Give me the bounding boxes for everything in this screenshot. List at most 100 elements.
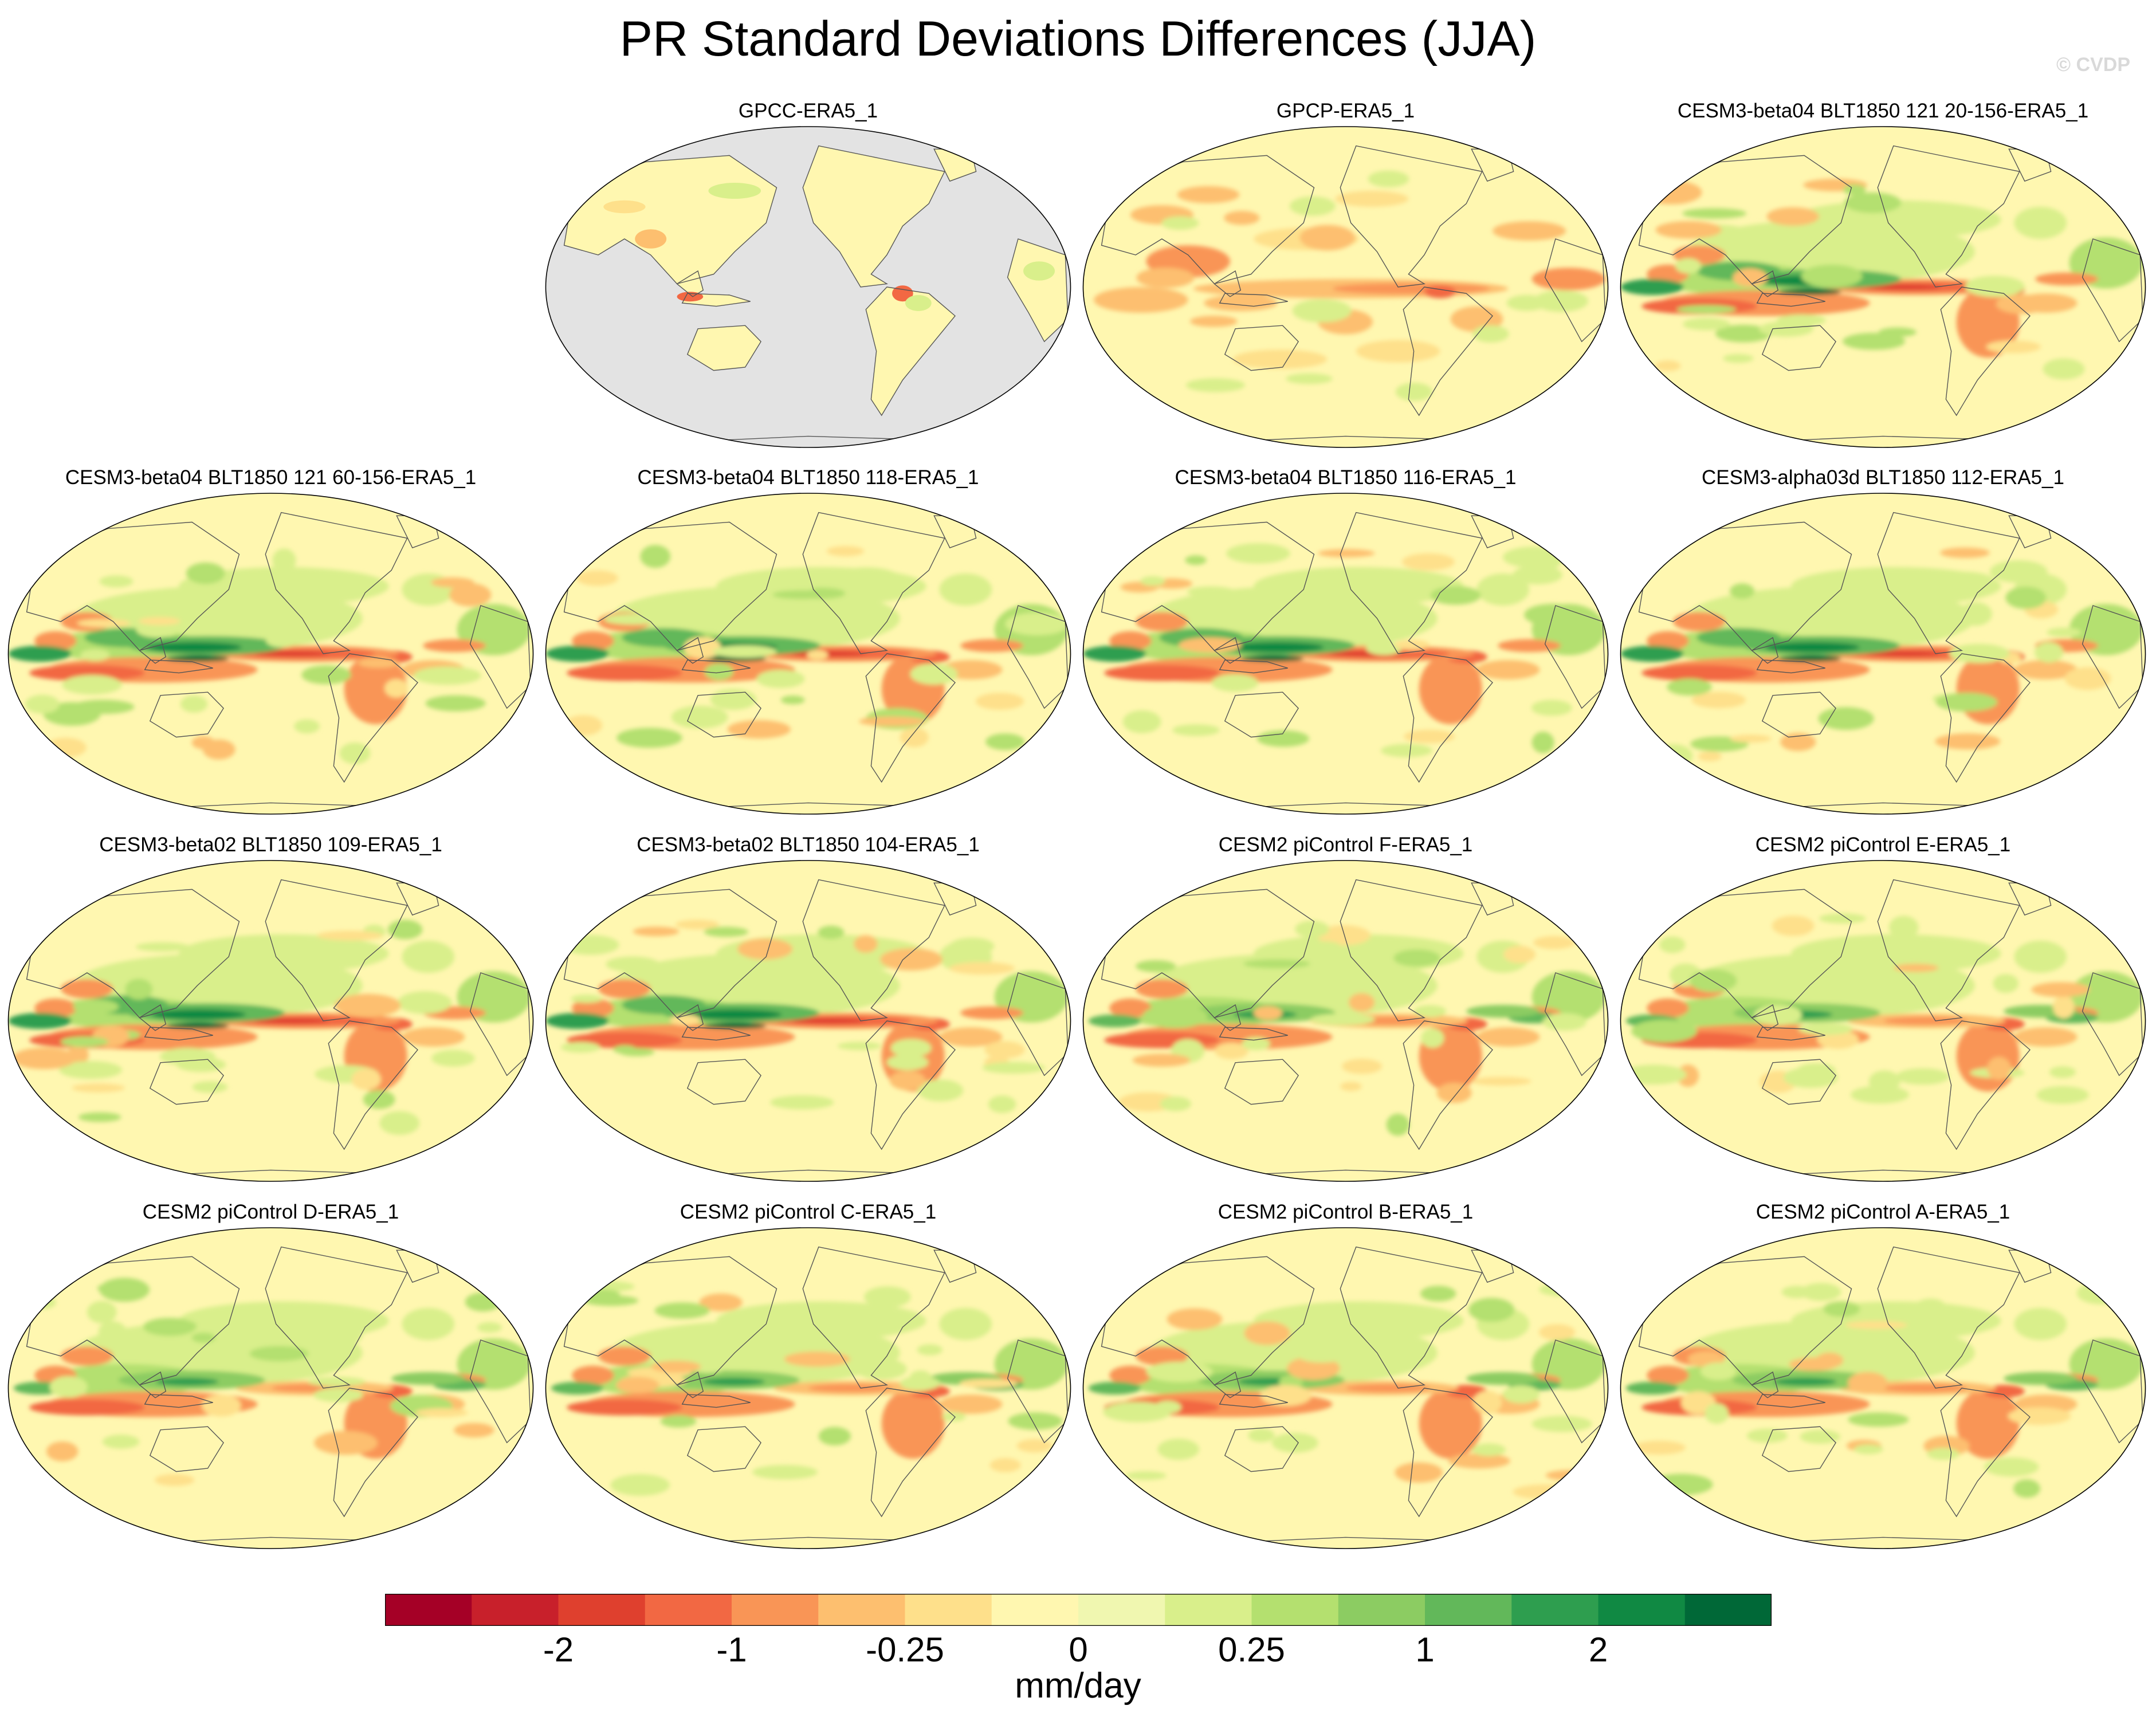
field-blob	[784, 1351, 850, 1367]
field-blob	[1845, 1321, 1908, 1329]
field-blob	[1533, 936, 1576, 949]
field-blob	[752, 1465, 818, 1480]
field-blob	[249, 1346, 309, 1362]
field-blob	[622, 628, 706, 647]
field-blob	[890, 1039, 932, 1058]
field-blob	[900, 727, 929, 748]
field-blob	[1675, 258, 1702, 274]
field-blob	[939, 1308, 992, 1340]
field-blob	[1641, 665, 1757, 681]
field-blob	[160, 1047, 215, 1066]
field-blob	[1797, 1063, 1836, 1078]
field-blob	[1419, 654, 1482, 725]
panel-title: CESM3-beta02 BLT1850 109-ERA5_1	[99, 834, 442, 856]
field-blob	[2005, 586, 2047, 609]
field-blob	[1655, 360, 1681, 371]
field-blob	[62, 675, 122, 695]
field-blob	[1466, 1005, 1540, 1018]
field-blob	[1620, 646, 1684, 662]
map-field	[545, 512, 1069, 808]
field-blob	[1476, 1027, 1540, 1047]
field-blob	[699, 1293, 743, 1311]
field-blob	[1384, 1345, 1412, 1364]
field-blob	[1683, 317, 1730, 331]
field-blob	[2013, 1479, 2040, 1498]
field-blob	[892, 285, 913, 302]
field-blob	[465, 1292, 501, 1312]
field-blob	[1332, 283, 1490, 294]
field-blob	[351, 1068, 381, 1090]
coastline	[1761, 1426, 1836, 1472]
field-blob	[975, 693, 1024, 710]
field-blob	[218, 1363, 276, 1373]
field-blob	[1503, 547, 1566, 568]
field-blob	[905, 295, 932, 311]
field-blob	[1659, 936, 1686, 953]
field-blob	[708, 183, 761, 199]
field-blob	[1531, 268, 1605, 290]
field-blob	[1226, 543, 1290, 564]
map-svg	[545, 1227, 1071, 1549]
field-blob	[1083, 646, 1146, 662]
field-blob	[1673, 612, 1726, 631]
field-blob	[384, 679, 409, 698]
field-blob	[1395, 639, 1430, 650]
field-blob	[1346, 1384, 1430, 1392]
field-blob	[687, 1009, 782, 1020]
field-blob	[2014, 207, 2067, 239]
field-blob	[1770, 591, 1822, 602]
field-blob	[1381, 744, 1432, 757]
field-blob	[1773, 1377, 1837, 1386]
coastline	[802, 145, 945, 288]
field-blob	[792, 1018, 866, 1024]
field-blob	[1430, 586, 1481, 605]
coastline	[1214, 636, 1242, 664]
field-blob	[1524, 603, 1581, 626]
field-blob	[415, 1408, 468, 1417]
coastline	[149, 1426, 224, 1472]
map-border	[1620, 126, 2146, 448]
field-blob	[1136, 268, 1195, 288]
field-blob	[1632, 1440, 1686, 1455]
panel-title: CESM2 piControl D-ERA5_1	[142, 1201, 399, 1223]
field-blob	[1317, 925, 1371, 946]
field-blob	[1927, 1448, 1959, 1460]
coastline	[1340, 512, 1483, 654]
panel-title: CESM3-beta04 BLT1850 118-ERA5_1	[637, 466, 979, 489]
field-blob	[8, 646, 72, 662]
colorbar-swatch	[1511, 1594, 1599, 1626]
field-blob	[716, 1301, 926, 1340]
field-blob	[651, 1361, 701, 1373]
field-blob	[1016, 1439, 1053, 1453]
field-blob	[1167, 1308, 1223, 1330]
field-blob	[1476, 573, 1530, 606]
map-panel: CESM2 piControl B-ERA5_1	[1078, 1200, 1613, 1555]
field-blob	[1502, 1385, 1540, 1404]
field-blob	[1896, 1068, 1950, 1085]
field-blob	[1160, 1096, 1191, 1111]
land-field	[803, 146, 945, 287]
field-blob	[2035, 272, 2099, 286]
field-blob	[1879, 608, 1902, 623]
colorbar-swatch	[1165, 1594, 1252, 1626]
field-blob	[151, 1009, 246, 1020]
field-blob	[272, 548, 296, 572]
coastline	[802, 879, 945, 1021]
field-blob	[1949, 643, 2010, 663]
colorbar-swatch	[645, 1594, 732, 1626]
field-blob	[1730, 734, 1772, 743]
panel-title: CESM3-alpha03d BLT1850 112-ERA5_1	[1702, 466, 2064, 489]
coastline	[802, 1246, 945, 1389]
field-blob	[1161, 216, 1199, 230]
field-blob	[690, 1334, 716, 1350]
field-blob	[308, 1377, 366, 1387]
field-blob	[339, 742, 371, 764]
coastline	[686, 1059, 761, 1105]
field-blob	[1984, 1457, 2039, 1477]
field-blob	[402, 1027, 465, 1047]
coastline	[149, 691, 224, 738]
field-blob	[1823, 1301, 1860, 1317]
field-blob	[431, 1050, 475, 1067]
panel-title: CESM2 piControl A-ERA5_1	[1756, 1201, 2010, 1223]
field-blob	[949, 962, 1015, 975]
